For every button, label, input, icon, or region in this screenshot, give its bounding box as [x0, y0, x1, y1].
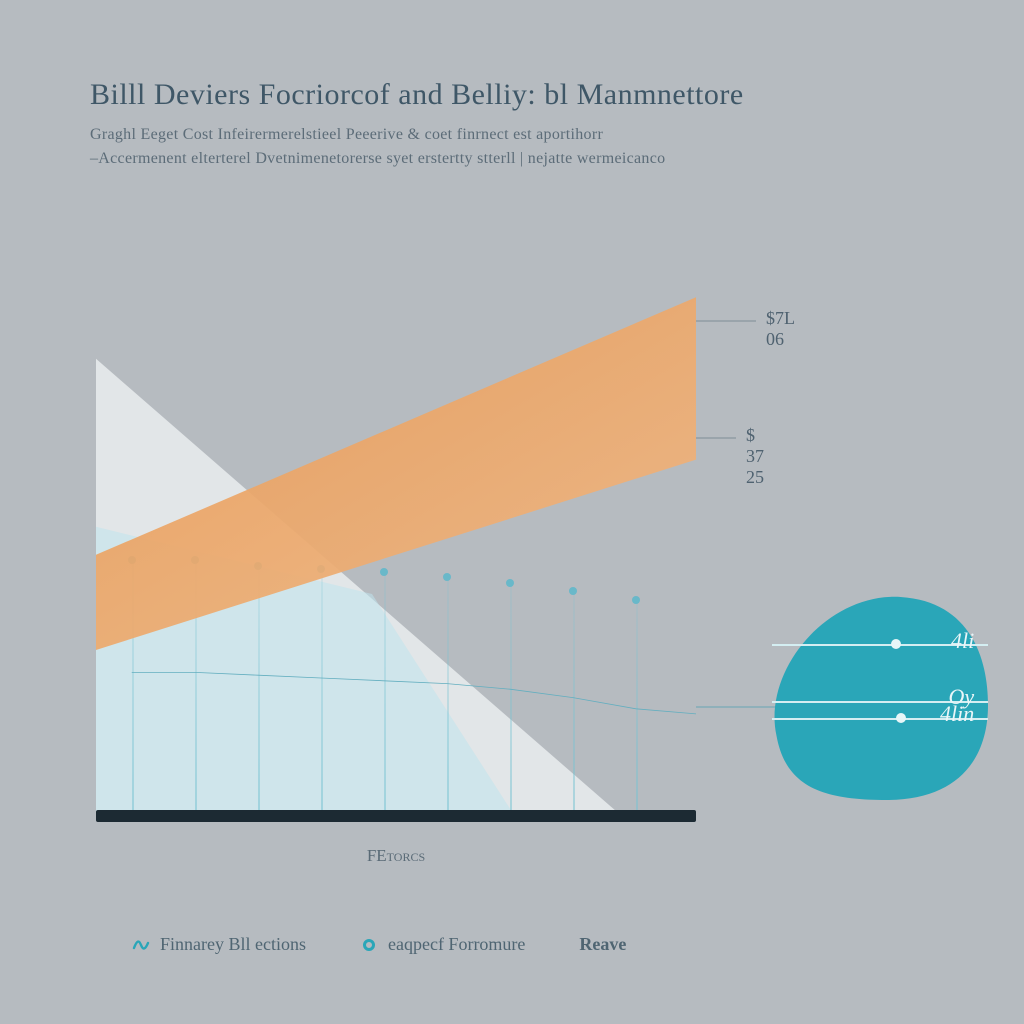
header: Billl Deviers Focriorcof and Belliy: bl … — [90, 78, 930, 168]
chart-subtitle-1: Graghl Eeget Cost Infeirermerelstieel Pe… — [90, 126, 930, 144]
bubble-label: 4li — [951, 628, 974, 654]
x-axis-bar — [96, 810, 696, 822]
legend: Finnarey Bll ections eaqpecf Forromure Re… — [132, 934, 626, 955]
right-tick-label: $ 37 25 — [746, 425, 764, 488]
legend-item: Finnarey Bll ections — [132, 934, 306, 955]
legend-label: eaqpecf Forromure — [388, 934, 525, 955]
bubble-dot — [896, 713, 906, 723]
chart-subtitle-2: –Accermenent elterterel Dvetnimenetorers… — [90, 150, 930, 168]
legend-item: eaqpecf Forromure — [360, 934, 525, 955]
x-axis — [96, 810, 696, 824]
area-chart: $7L 06$ 37 25 FEtorcs — [96, 258, 696, 818]
summary-bubble: 4liOy4lin — [758, 584, 988, 800]
infographic-canvas: Billl Deviers Focriorcof and Belliy: bl … — [0, 0, 1024, 1024]
legend-label: Reave — [579, 934, 626, 955]
right-tick-label: $7L 06 — [766, 308, 794, 350]
x-axis-label: FEtorcs — [96, 846, 696, 866]
wave-icon — [132, 936, 150, 954]
bubble-label: 4lin — [940, 701, 974, 727]
bubble-dot — [891, 639, 901, 649]
right-tick-line — [696, 437, 736, 439]
right-tick-line — [696, 320, 756, 322]
chart-title: Billl Deviers Focriorcof and Belliy: bl … — [90, 78, 930, 112]
orange-area-series — [96, 258, 696, 818]
legend-label: Finnarey Bll ections — [160, 934, 306, 955]
plot-area — [96, 258, 696, 818]
ring-icon — [360, 936, 378, 954]
legend-item: Reave — [579, 934, 626, 955]
